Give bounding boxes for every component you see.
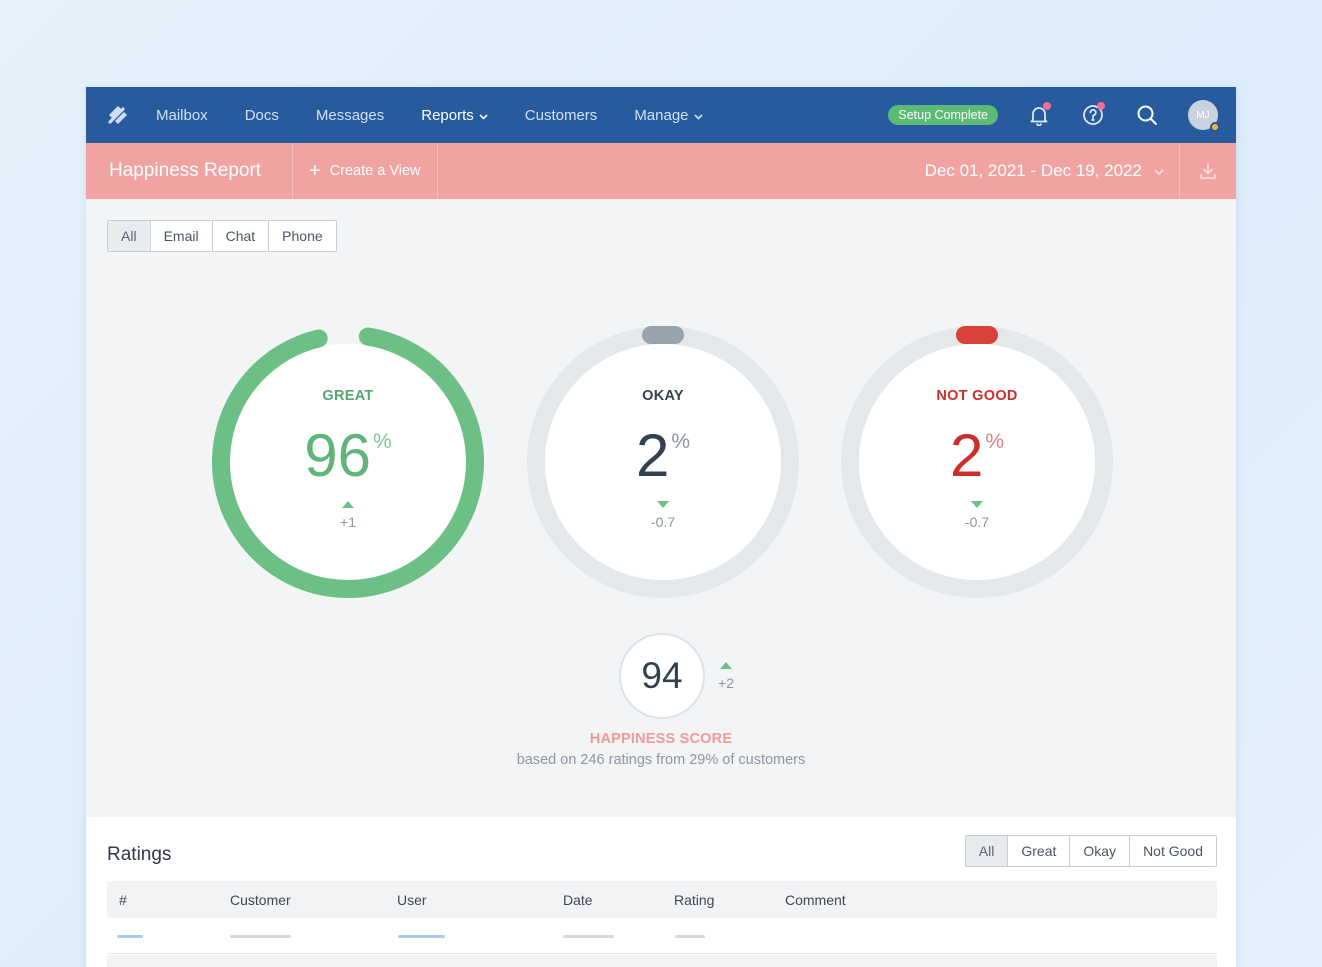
help-icon[interactable] (1080, 102, 1106, 128)
trend-down-icon (971, 501, 983, 508)
gauge-delta-value: -0.7 (650, 514, 676, 530)
nav-reports-label: Reports (421, 106, 474, 124)
column-header[interactable]: User (397, 892, 427, 908)
rating-filter-all[interactable]: All (965, 836, 1009, 866)
nav-docs-label: Docs (244, 106, 279, 124)
nav-menu: Mailbox Docs Messages Reports Customers Manag… (156, 107, 740, 124)
loading-placeholder (398, 935, 445, 938)
chevron-down-icon (479, 107, 488, 124)
gauge-label: GREAT (322, 388, 374, 404)
happiness-score-circle: 94 (619, 633, 705, 719)
column-header[interactable]: Rating (674, 892, 715, 908)
page-title: Happiness Report (86, 143, 293, 199)
channel-tab-chat[interactable]: Chat (213, 221, 270, 251)
gauge-delta-value: -0.7 (964, 514, 990, 530)
gauge-value: 2% (527, 426, 799, 486)
gauge-label: NOT GOOD (936, 388, 1018, 404)
status-dot (1210, 122, 1220, 132)
date-range-picker[interactable]: Dec 01, 2021 - Dec 19, 2022 (925, 143, 1164, 199)
nav-manage-label: Manage (634, 106, 689, 124)
percent-sign: % (985, 430, 1005, 453)
gauge-percent-value: 96 (304, 422, 372, 489)
setup-complete-badge[interactable]: Setup Complete (888, 105, 998, 125)
loading-placeholder (675, 935, 705, 938)
gauge-not-good: NOT GOOD 2% -0.7 (841, 326, 1113, 598)
nav-messages[interactable]: Messages (316, 107, 384, 124)
rating-filter: All Great Okay Not Good (964, 835, 1217, 867)
help-notification-dot (1097, 102, 1105, 110)
gauge-value: 96% (212, 426, 484, 486)
download-icon[interactable] (1179, 143, 1236, 199)
gauge-percent-value: 2 (949, 422, 984, 489)
bell-icon[interactable] (1026, 102, 1052, 128)
gauge-okay: OKAY 2% -0.7 (527, 326, 799, 598)
rating-filter-not-good[interactable]: Not Good (1143, 843, 1203, 859)
channel-tab-email[interactable]: Email (151, 221, 213, 251)
column-header[interactable]: Date (563, 892, 593, 908)
gauge-great: GREAT 96% +1 (212, 326, 484, 598)
happiness-score-delta-value: +2 (718, 675, 734, 691)
notification-dot (1043, 102, 1051, 110)
happiness-score-subtitle: based on 246 ratings from 29% of custome… (516, 752, 806, 768)
top-nav: Mailbox Docs Messages Reports Customers Manag… (86, 87, 1236, 143)
gauge-label: OKAY (642, 388, 684, 404)
avatar-initials: MJ (1196, 109, 1210, 121)
trend-up-icon (720, 662, 732, 669)
loading-placeholder (117, 935, 143, 938)
channel-tab-all[interactable]: All (108, 221, 151, 251)
ratings-table-header: # Customer User Date Rating Comment (107, 881, 1217, 918)
channel-tab-phone[interactable]: Phone (282, 228, 323, 244)
gauge-ring (527, 326, 799, 598)
create-view-label: Create a View (329, 163, 421, 179)
column-header[interactable]: Comment (785, 892, 846, 908)
nav-customers[interactable]: Customers (525, 107, 598, 124)
nav-reports[interactable]: Reports (421, 107, 488, 124)
search-icon[interactable] (1134, 102, 1160, 128)
loading-placeholder (563, 935, 614, 938)
gauge-delta: -0.7 (841, 501, 1113, 530)
nav-messages-label: Messages (315, 106, 385, 124)
rating-filter-great[interactable]: Great (1008, 836, 1071, 866)
ratings-section: Ratings All Great Okay Not Good # Customer Us… (86, 817, 1236, 967)
gauge-value: 2% (841, 426, 1113, 486)
percent-sign: % (671, 430, 691, 453)
trend-down-icon (657, 501, 669, 508)
chevron-down-icon (1154, 161, 1164, 181)
happiness-score-title: HAPPINESS SCORE (589, 731, 733, 747)
chevron-down-icon (693, 107, 703, 124)
gauge-percent-value: 2 (635, 422, 670, 489)
user-avatar[interactable]: MJ (1188, 100, 1220, 132)
trend-up-icon (342, 501, 354, 508)
table-row[interactable] (107, 918, 1217, 954)
rating-filter-okay[interactable]: Okay (1070, 836, 1131, 866)
gauge-delta-value: +1 (340, 514, 356, 530)
app-window: Mailbox Docs Messages Reports Customers Manag… (86, 87, 1236, 967)
nav-customers-label: Customers (524, 106, 598, 124)
date-range-label: Dec 01, 2021 - Dec 19, 2022 (924, 161, 1142, 180)
gauge-delta: -0.7 (527, 501, 799, 530)
happiness-score-delta: +2 (712, 662, 740, 691)
plus-icon: + (309, 160, 321, 182)
nav-mailbox-label: Mailbox (156, 106, 208, 124)
happiness-score-value: 94 (641, 655, 683, 696)
create-view-button[interactable]: + Create a View (293, 143, 438, 199)
table-row[interactable] (107, 955, 1217, 967)
percent-sign: % (373, 430, 392, 453)
gauge-ring (212, 326, 484, 598)
ratings-title: Ratings (107, 844, 172, 865)
report-header: Happiness Report + Create a View Dec 01,… (86, 143, 1236, 199)
loading-placeholder (230, 935, 291, 938)
column-header[interactable]: # (119, 892, 127, 908)
gauge-delta: +1 (212, 501, 484, 530)
helpscout-logo-icon[interactable] (86, 87, 150, 143)
nav-docs[interactable]: Docs (245, 107, 279, 124)
nav-manage[interactable]: Manage (634, 106, 703, 124)
column-header[interactable]: Customer (230, 892, 291, 908)
nav-right: Setup Complete (888, 87, 1236, 143)
nav-mailbox[interactable]: Mailbox (156, 107, 208, 124)
gauge-ring (841, 326, 1113, 598)
channel-filter: All Email Chat Phone (107, 220, 337, 252)
